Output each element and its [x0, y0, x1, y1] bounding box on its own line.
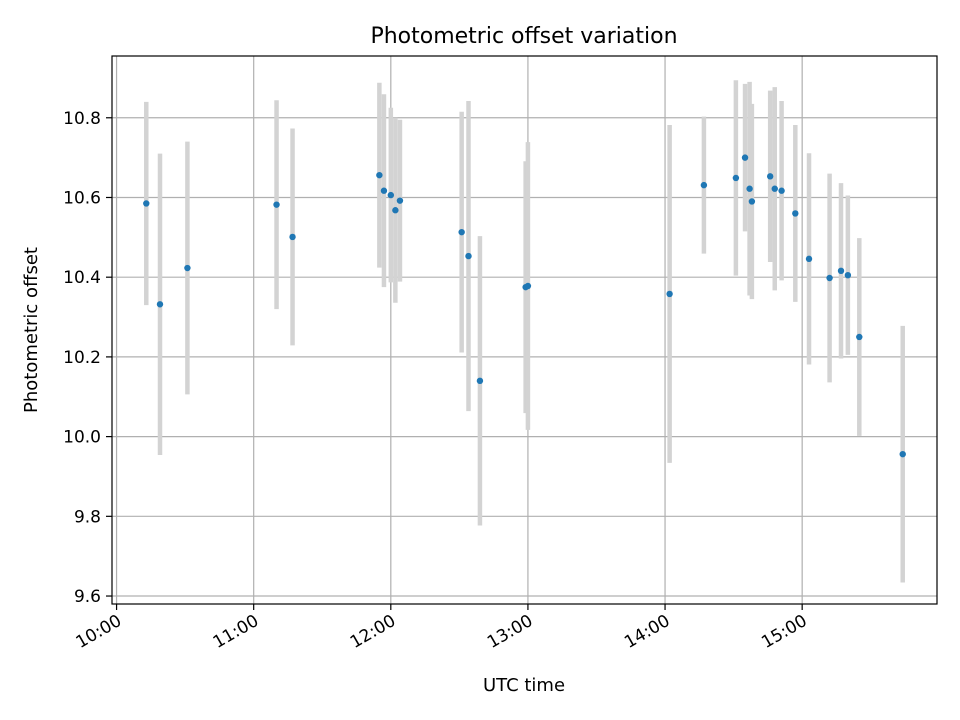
data-point [476, 377, 484, 385]
data-point [524, 282, 532, 290]
x-tick-label: 12:00 [347, 611, 399, 653]
data-point [156, 301, 164, 308]
y-axis-ticks: 9.6 9.8 10.0 10.2 10.4 10.6 10.8 [63, 109, 112, 607]
data-point [700, 181, 708, 189]
y-tick-label: 10.4 [63, 268, 101, 288]
x-axis-label: UTC time [483, 675, 565, 696]
data-point [289, 233, 296, 241]
data-point [844, 272, 852, 279]
data-point [380, 187, 388, 194]
data-point [458, 228, 465, 236]
data-point [778, 187, 785, 194]
data-point [465, 252, 472, 260]
grid-lines [112, 56, 937, 604]
data-point [273, 201, 280, 208]
x-tick-label: 14:00 [621, 611, 673, 653]
x-axis-ticks: 10:00 11:00 12:00 13:00 14:00 15:00 [73, 604, 811, 653]
y-tick-label: 10.2 [63, 348, 101, 368]
x-tick-label: 15:00 [758, 611, 810, 653]
y-tick-label: 9.8 [74, 507, 101, 527]
data-point [387, 191, 395, 199]
data-point [899, 450, 906, 458]
data-point [748, 198, 756, 205]
data-point [184, 264, 191, 272]
data-point [143, 200, 150, 207]
chart-title: Photometric offset variation [370, 24, 677, 49]
data-points [143, 154, 906, 458]
y-axis-label: Photometric offset [21, 247, 42, 413]
data-point [396, 197, 404, 204]
x-tick-label: 11:00 [210, 611, 262, 653]
data-point [771, 185, 778, 192]
data-point [805, 255, 813, 263]
data-point [376, 171, 383, 179]
data-point [826, 274, 833, 282]
data-point [392, 207, 399, 214]
data-point [766, 173, 774, 180]
data-point [746, 185, 753, 192]
y-tick-label: 10.8 [63, 109, 101, 129]
error-bars [144, 80, 905, 583]
y-tick-label: 9.6 [74, 587, 101, 607]
data-point [837, 267, 845, 275]
y-tick-label: 10.6 [63, 188, 101, 208]
y-tick-label: 10.0 [63, 428, 101, 448]
data-point [856, 333, 863, 341]
x-tick-label: 10:00 [73, 611, 125, 653]
data-point [666, 290, 673, 298]
data-point [741, 154, 749, 161]
x-tick-label: 13:00 [484, 611, 536, 653]
plot-area-frame [111, 55, 938, 605]
data-point [792, 210, 799, 217]
data-point [732, 174, 740, 182]
